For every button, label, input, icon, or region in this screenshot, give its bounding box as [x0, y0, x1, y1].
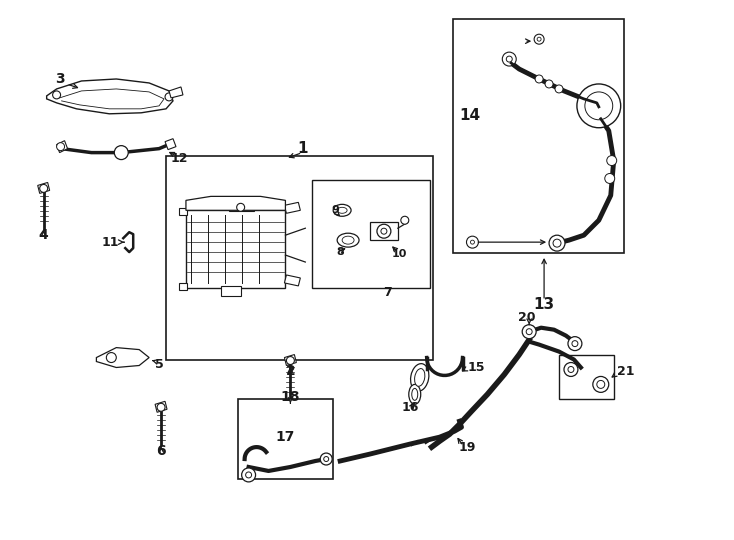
Text: 12: 12: [170, 152, 188, 165]
Polygon shape: [186, 197, 286, 210]
Text: 17: 17: [276, 430, 295, 444]
Text: 14: 14: [459, 109, 481, 123]
Text: 3: 3: [55, 72, 65, 86]
Bar: [370, 222, 398, 240]
Bar: [238, 400, 333, 479]
Bar: [166, 156, 432, 360]
Text: 16: 16: [401, 401, 418, 414]
Circle shape: [106, 353, 116, 362]
Circle shape: [40, 185, 48, 192]
Text: 21: 21: [617, 365, 634, 378]
Circle shape: [553, 239, 561, 247]
Polygon shape: [179, 208, 187, 215]
Circle shape: [605, 173, 614, 184]
Circle shape: [324, 456, 329, 462]
Circle shape: [286, 356, 294, 365]
Circle shape: [597, 380, 605, 388]
Ellipse shape: [333, 204, 351, 217]
Polygon shape: [96, 348, 149, 368]
Bar: [186, 210, 286, 288]
Text: 10: 10: [392, 249, 407, 259]
Ellipse shape: [415, 369, 425, 386]
Text: 5: 5: [155, 358, 164, 371]
Circle shape: [564, 362, 578, 376]
Text: 7: 7: [384, 286, 392, 299]
Circle shape: [549, 235, 565, 251]
Polygon shape: [179, 283, 187, 290]
Bar: [453, 19, 624, 253]
Circle shape: [320, 453, 333, 465]
Circle shape: [470, 240, 474, 244]
Bar: [229, 204, 253, 211]
Ellipse shape: [410, 363, 429, 392]
Bar: [312, 180, 429, 288]
Polygon shape: [47, 79, 173, 114]
Circle shape: [246, 472, 252, 478]
Circle shape: [236, 204, 244, 211]
Text: 4: 4: [39, 228, 48, 242]
Circle shape: [381, 228, 387, 234]
Circle shape: [577, 84, 621, 128]
Text: 2: 2: [286, 364, 295, 379]
Circle shape: [506, 56, 512, 62]
Polygon shape: [285, 355, 297, 366]
Bar: [559, 355, 614, 400]
Circle shape: [502, 52, 516, 66]
Text: 1: 1: [297, 141, 308, 156]
Circle shape: [555, 85, 563, 93]
Circle shape: [522, 325, 536, 339]
Polygon shape: [57, 140, 68, 153]
Ellipse shape: [409, 384, 421, 404]
Circle shape: [241, 468, 255, 482]
Text: 11: 11: [102, 235, 120, 248]
Circle shape: [467, 236, 479, 248]
Polygon shape: [155, 401, 167, 412]
Polygon shape: [169, 87, 183, 98]
Circle shape: [535, 75, 543, 83]
Circle shape: [545, 80, 553, 88]
Ellipse shape: [337, 207, 347, 213]
Circle shape: [115, 146, 128, 160]
Circle shape: [57, 143, 65, 151]
Polygon shape: [285, 202, 300, 213]
Circle shape: [537, 37, 541, 41]
Text: 9: 9: [331, 205, 339, 215]
Text: 19: 19: [459, 441, 476, 454]
Ellipse shape: [342, 236, 354, 244]
Text: 6: 6: [156, 444, 166, 458]
Text: 13: 13: [534, 298, 555, 312]
Circle shape: [157, 403, 165, 411]
Polygon shape: [37, 183, 50, 193]
Circle shape: [165, 93, 173, 101]
Polygon shape: [285, 275, 300, 286]
Ellipse shape: [412, 388, 418, 400]
Circle shape: [593, 376, 608, 393]
Circle shape: [568, 336, 582, 350]
Text: 15: 15: [468, 361, 485, 374]
Circle shape: [568, 367, 574, 373]
Circle shape: [572, 341, 578, 347]
Circle shape: [526, 329, 532, 335]
Circle shape: [377, 224, 391, 238]
Text: 8: 8: [336, 247, 344, 257]
Circle shape: [585, 92, 613, 120]
Polygon shape: [165, 139, 176, 150]
Circle shape: [607, 156, 617, 166]
Bar: [221, 286, 241, 296]
Circle shape: [534, 34, 544, 44]
Ellipse shape: [337, 233, 359, 247]
Circle shape: [401, 217, 409, 224]
Text: 18: 18: [280, 390, 300, 404]
Text: 20: 20: [518, 311, 536, 324]
Circle shape: [53, 91, 61, 99]
